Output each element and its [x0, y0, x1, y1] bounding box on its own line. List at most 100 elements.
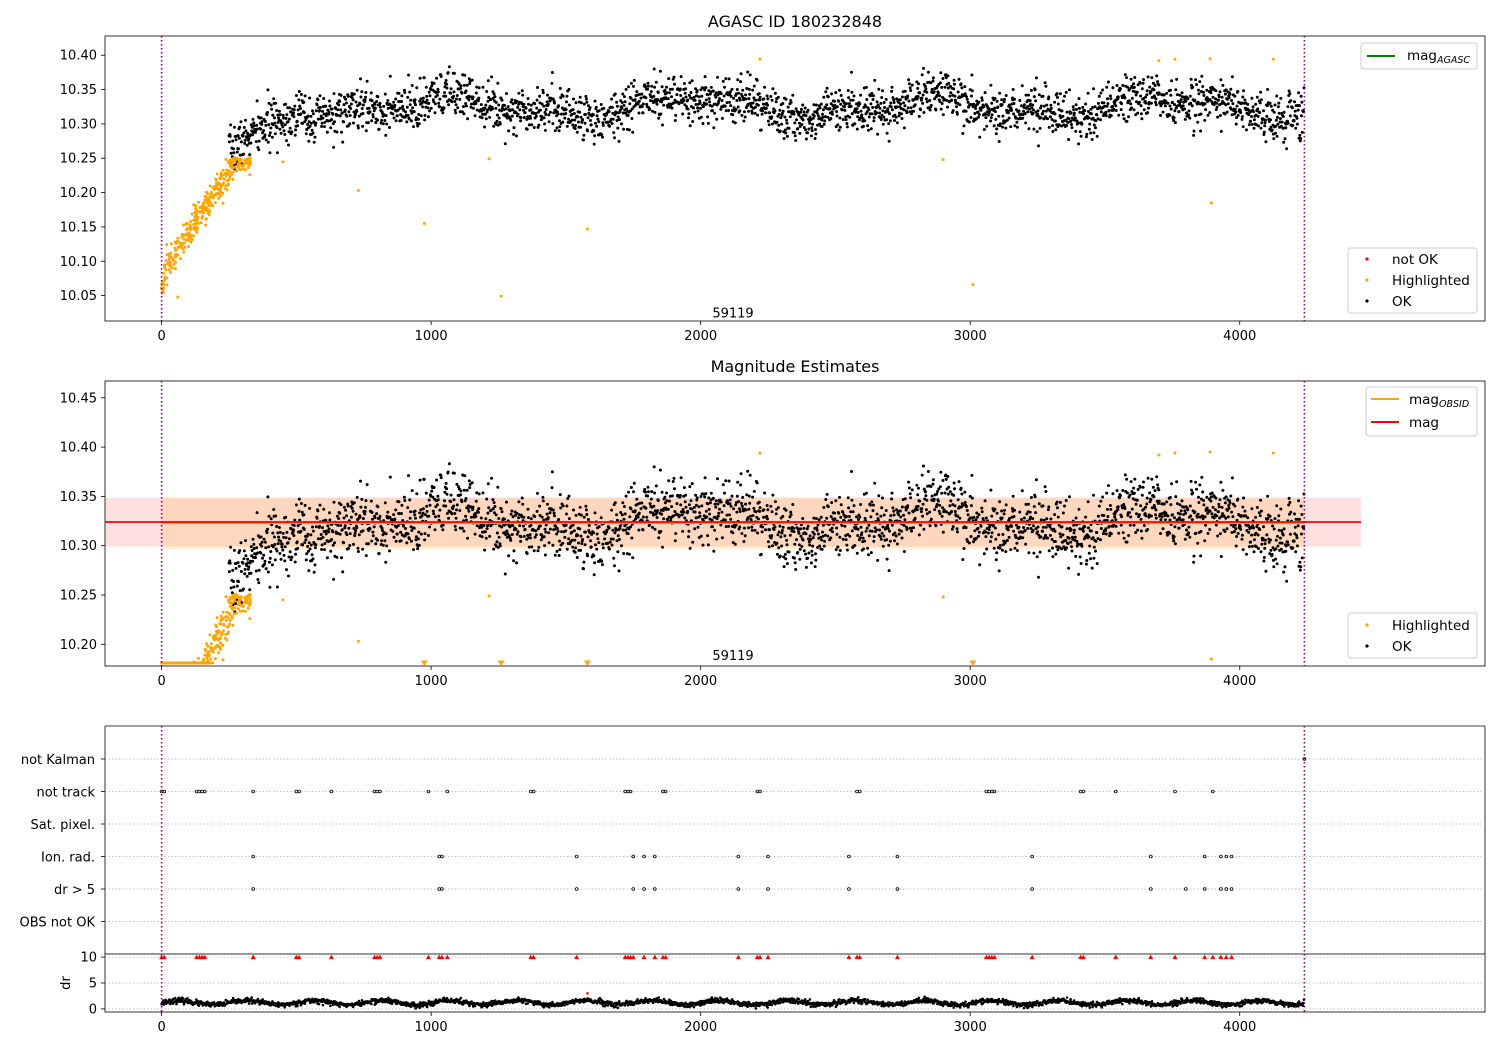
highlighted-point: [971, 283, 975, 287]
ok-point: [720, 116, 724, 120]
ok-point: [394, 508, 398, 512]
ok-point: [370, 539, 374, 543]
ok-point: [1038, 550, 1042, 554]
highlighted-point: [167, 268, 171, 272]
ok-point: [235, 584, 239, 588]
ok-point: [453, 100, 457, 103]
ok-point: [243, 138, 247, 142]
ok-point: [538, 504, 542, 508]
ok-point: [839, 503, 843, 507]
ok-point: [1142, 78, 1145, 82]
ok-point: [281, 113, 285, 117]
ok-point: [243, 572, 247, 576]
ok-point: [438, 97, 442, 101]
ok-point: [491, 498, 495, 502]
ok-point: [433, 528, 437, 532]
ok-point: [279, 557, 283, 561]
ok-point: [1049, 103, 1053, 107]
ok-point: [1123, 96, 1127, 100]
ok-point: [875, 512, 879, 516]
x-tick-label: 4000: [1223, 329, 1256, 344]
ok-point: [393, 517, 397, 521]
ok-point: [303, 94, 307, 98]
ok-point: [1152, 88, 1156, 92]
ok-point: [597, 525, 601, 529]
ok-point: [313, 563, 317, 567]
highlighted-point: [173, 240, 177, 244]
ok-point: [1047, 125, 1051, 129]
ok-point: [1005, 538, 1009, 542]
ok-point: [1188, 94, 1192, 98]
ok-point: [254, 556, 257, 560]
ok-point: [1254, 102, 1258, 106]
ok-point: [898, 98, 902, 102]
ok-point: [850, 470, 853, 473]
highlighted-point: [189, 225, 192, 229]
ok-point: [406, 506, 410, 510]
ok-point: [1200, 74, 1204, 78]
ok-point: [871, 98, 875, 101]
ok-point: [1170, 79, 1174, 83]
ok-point: [1132, 85, 1136, 89]
ok-point: [910, 529, 913, 533]
ok-point: [673, 82, 676, 86]
ok-point: [599, 516, 603, 520]
ok-point: [567, 517, 571, 521]
ok-point: [1129, 77, 1133, 81]
ok-point: [1274, 124, 1278, 128]
ok-point: [1015, 549, 1019, 552]
ok-point: [1137, 100, 1141, 104]
ok-point: [455, 97, 458, 101]
ok-point: [684, 505, 688, 509]
ok-point: [248, 153, 252, 157]
ok-point: [438, 508, 442, 512]
ok-point: [887, 122, 891, 126]
ok-point: [365, 483, 369, 487]
ok-point: [483, 530, 487, 534]
ok-point: [468, 483, 472, 486]
ok-point: [435, 76, 439, 80]
ok-point: [444, 481, 448, 485]
highlighted-point: [182, 250, 186, 254]
ok-point: [360, 107, 364, 110]
highlighted-point: [225, 179, 229, 182]
ok-point: [778, 524, 782, 528]
ok-point: [1272, 137, 1276, 141]
ok-point: [860, 531, 864, 535]
ok-point: [459, 86, 463, 90]
ok-point: [750, 525, 754, 529]
ok-point: [538, 94, 542, 98]
ok-point: [495, 113, 499, 117]
ok-point: [819, 515, 823, 519]
ok-point: [760, 107, 764, 110]
ok-point: [412, 526, 416, 530]
ok-point: [826, 95, 830, 99]
ok-point: [809, 118, 813, 121]
ok-point: [739, 472, 743, 476]
ok-point: [628, 515, 632, 519]
ok-point: [285, 530, 289, 534]
ok-point: [1046, 536, 1050, 540]
ok-point: [1157, 91, 1161, 95]
ok-point: [346, 504, 350, 508]
highlighted-point: [202, 201, 205, 205]
ok-point: [290, 555, 294, 559]
ok-point: [257, 139, 261, 143]
ok-point: [471, 106, 475, 110]
ok-point: [397, 500, 401, 504]
ok-point: [430, 489, 434, 493]
legend-marker: [1365, 299, 1369, 303]
highlighted-point: [185, 221, 189, 225]
y-tick-label: 10.20: [60, 186, 97, 201]
ok-point: [282, 535, 286, 539]
ok-point: [945, 510, 949, 514]
ok-point: [596, 117, 600, 121]
ok-point: [839, 515, 843, 519]
ok-point: [920, 473, 924, 477]
ok-point: [585, 513, 589, 516]
ok-point: [511, 102, 515, 106]
ok-point: [394, 539, 398, 543]
ok-point: [620, 513, 624, 517]
ok-point: [837, 99, 841, 103]
highlighted-point: [241, 167, 245, 171]
